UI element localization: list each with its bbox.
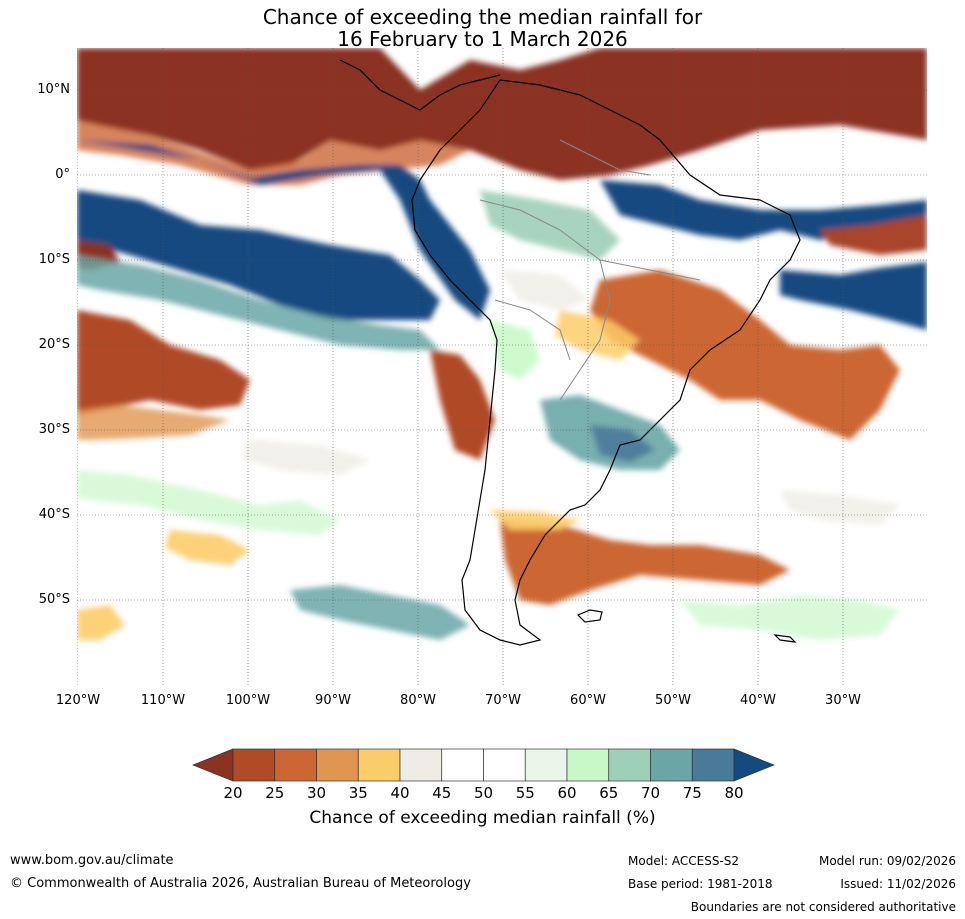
south-georgia-coast (773, 634, 797, 643)
colorbar-cell (524, 748, 568, 782)
colorbar-arrow-high (733, 748, 775, 782)
region-chile-dry (430, 350, 495, 460)
lon-label-50w: 50°W (655, 693, 691, 708)
colorbar-tick-label: 65 (599, 784, 619, 802)
lon-label-100w: 100°W (225, 693, 271, 708)
falklands-coast (576, 609, 603, 623)
region-equatorial-wet (77, 140, 490, 320)
region-south-pacific-dry-spot-1 (165, 530, 250, 565)
colorbar-tick-label: 60 (557, 784, 577, 802)
rainfall-probability-field (77, 48, 927, 640)
region-patagonia-dry (500, 520, 790, 605)
colorbar-cell (357, 748, 401, 782)
region-brazil-coast-wet (780, 262, 927, 330)
country-boundaries (479, 139, 701, 401)
colorbar-tick-label: 30 (306, 784, 327, 802)
region-brazil-dry-edge (555, 310, 640, 360)
colorbar-arrow-low (192, 748, 234, 782)
lon-label-60w: 60°W (570, 693, 606, 708)
colorbar-tick-label: 75 (682, 784, 702, 802)
colorbar-cell (399, 748, 443, 782)
region-la-plata-wet-core (590, 425, 655, 462)
region-atlantic-east-dry (820, 215, 927, 255)
colorbar-tick-label: 80 (724, 784, 744, 802)
colorbar-tick-label: 55 (515, 784, 535, 802)
boundary-3 (599, 259, 701, 281)
model-run-date: Model run: 09/02/2026 (818, 854, 956, 868)
boundary-4 (559, 139, 651, 176)
colorbar-cell (691, 748, 735, 782)
region-brazil-dry (590, 270, 900, 440)
region-atlantic-wet (600, 180, 927, 240)
central-america-coast (339, 59, 501, 111)
region-south-pacific-dry (77, 310, 250, 415)
lat-label-0: 0° (55, 167, 70, 182)
lat-label-50s: 50°S (38, 592, 70, 607)
colorbar-cell (566, 748, 610, 782)
lat-label-20s: 20°S (38, 337, 70, 352)
region-south-pacific-moist-band (77, 470, 340, 535)
colorbar-cell (650, 748, 693, 782)
coastlines (339, 59, 801, 646)
region-south-pacific-dry-edge (77, 405, 230, 440)
colorbar-tick-label: 70 (640, 784, 661, 802)
south-america-coast (411, 79, 801, 646)
lat-label-40s: 40°S (38, 507, 70, 522)
colorbar-tick-label: 20 (223, 784, 243, 802)
boundary-2 (494, 299, 571, 361)
colorbar-cell (274, 748, 317, 782)
colorbar-cell (483, 748, 526, 782)
region-near-normal-1 (240, 440, 370, 475)
base-period: Base period: 1981-2018 (628, 877, 773, 891)
colorbar-tick-label: 25 (265, 784, 285, 802)
map-title-line-1: Chance of exceeding the median rainfall … (262, 5, 703, 29)
region-near-normal-3 (500, 270, 590, 310)
website-link[interactable]: www.bom.gov.au/climate (10, 853, 174, 868)
region-pacific-moist (77, 255, 440, 350)
lon-label-40w: 40°W (740, 693, 776, 708)
colorbar-cell (441, 748, 484, 782)
colorbar-tick-label: 50 (473, 784, 494, 802)
boundary-1 (479, 199, 611, 401)
model-name: Model: ACCESS-S2 (628, 854, 740, 868)
region-north-dry (77, 48, 927, 180)
colorbar-cell (232, 748, 276, 782)
colorbar-cell (316, 748, 359, 782)
region-eastern-pacific-wet (77, 190, 440, 320)
region-south-pacific-dry-spot-2 (77, 605, 125, 640)
copyright-text: © Commonwealth of Australia 2026, Austra… (10, 876, 471, 891)
lon-label-30w: 30°W (825, 693, 861, 708)
map-title-line-2: 16 February to 1 March 2026 (337, 27, 628, 51)
region-southern-ocean-moist (290, 585, 470, 640)
region-atlantic-south-moist (680, 595, 900, 640)
colorbar-tick-label: 35 (348, 784, 368, 802)
colorbar-cells (192, 748, 775, 782)
lon-label-90w: 90°W (315, 693, 351, 708)
lat-label-10n: 10°N (37, 82, 70, 97)
lat-label-10s: 10°S (38, 252, 70, 267)
colorbar-tick-label: 45 (432, 784, 452, 802)
colorbar-title: Chance of exceeding median rainfall (%) (309, 808, 656, 828)
lon-label-110w: 110°W (140, 693, 186, 708)
lon-label-120w: 120°W (55, 693, 101, 708)
lon-label-80w: 80°W (400, 693, 436, 708)
region-near-normal-2 (780, 490, 900, 525)
colorbar-tick-label: 40 (390, 784, 410, 802)
graticule (77, 48, 927, 685)
boundary-disclaimer: Boundaries are not considered authoritat… (690, 900, 956, 914)
region-andes-moist (490, 320, 540, 380)
colorbar-cell (608, 748, 651, 782)
issued-date: Issued: 11/02/2026 (840, 877, 956, 891)
lon-label-70w: 70°W (485, 693, 521, 708)
lat-label-30s: 30°S (38, 422, 70, 437)
